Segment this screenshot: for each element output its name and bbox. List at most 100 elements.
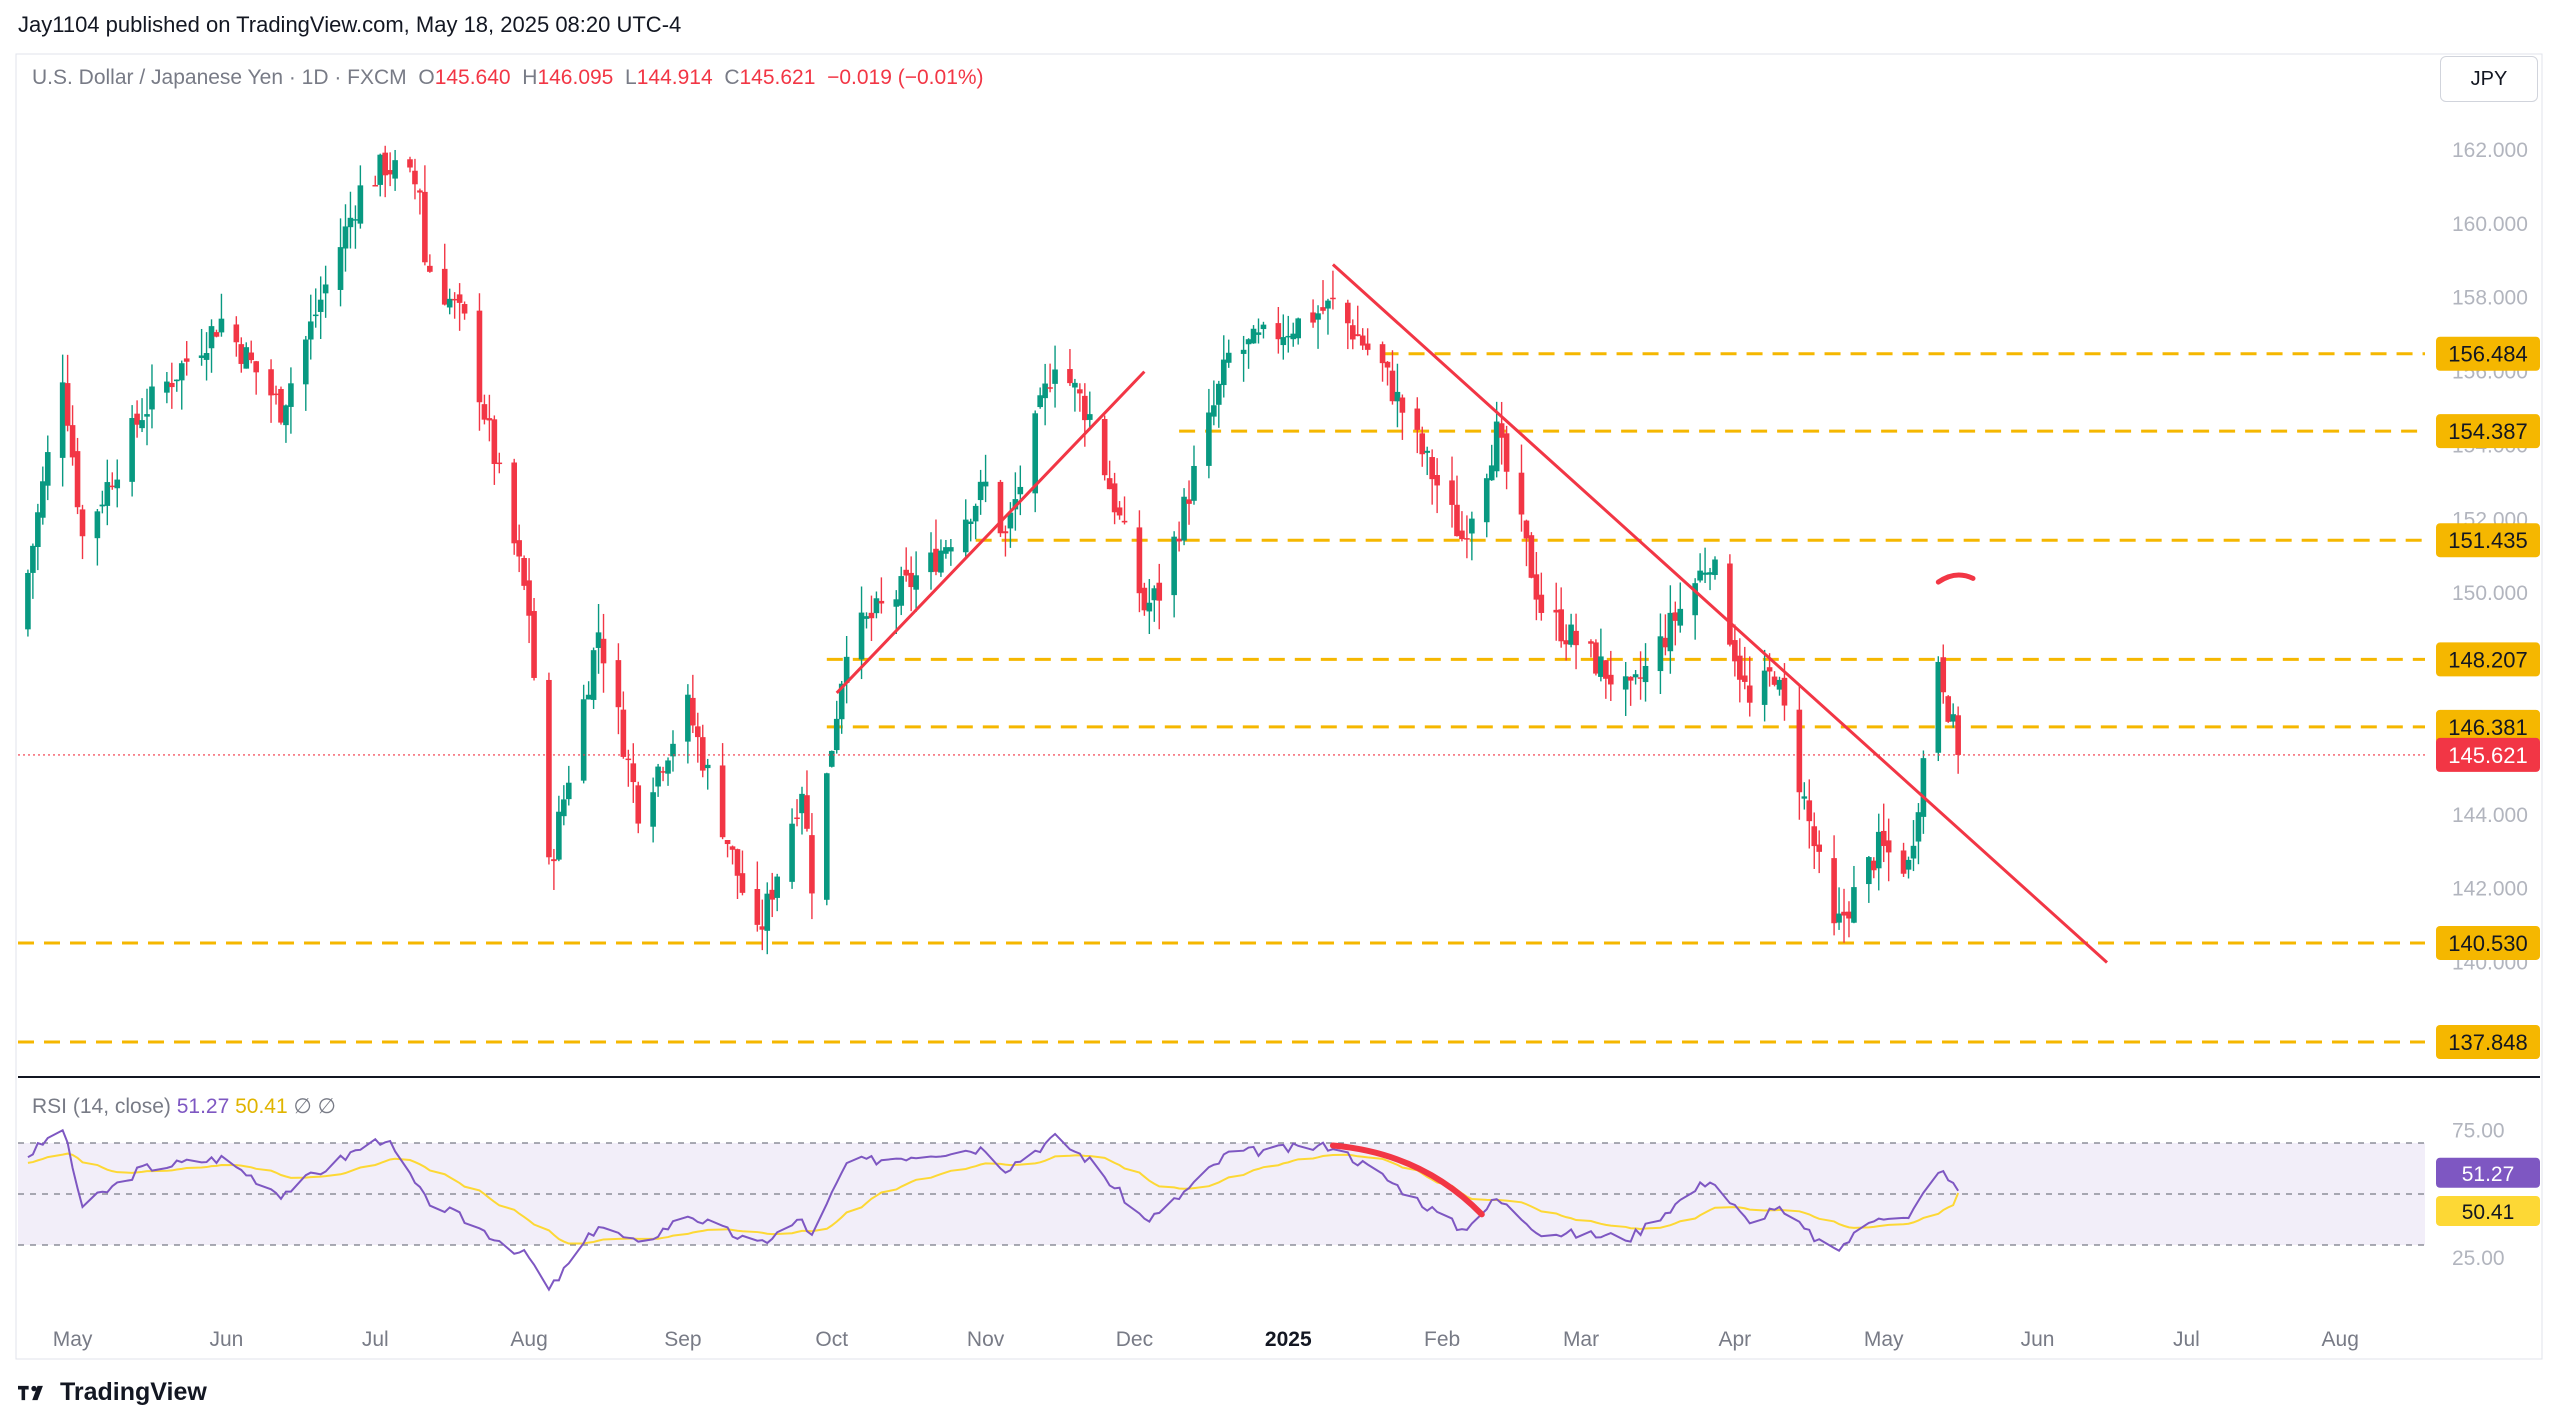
candle-body	[382, 152, 388, 176]
price-tick-label: 150.000	[2452, 582, 2528, 605]
candle-body	[600, 638, 607, 664]
candle-body	[144, 414, 150, 417]
level-price-label: 148.207	[2448, 647, 2528, 672]
candle-body	[729, 846, 736, 850]
candle-body	[1553, 609, 1560, 613]
candle-body	[670, 743, 676, 757]
candle-body	[1771, 676, 1778, 685]
candle-body	[1037, 395, 1043, 408]
currency-selector[interactable]: JPY	[2440, 56, 2538, 102]
chart-frame	[15, 53, 2543, 1360]
candle-body	[1111, 483, 1118, 513]
candle-body	[704, 764, 711, 769]
candle-body	[357, 185, 364, 224]
candle-body	[1920, 758, 1927, 817]
candle-body	[114, 479, 121, 489]
candle-body	[804, 795, 810, 829]
rsi-value-tag	[2436, 1157, 2540, 1188]
candle-body	[486, 418, 493, 421]
candle-body	[1667, 612, 1674, 652]
header-h-value: 146.095	[537, 66, 613, 89]
candle-body	[511, 462, 517, 544]
time-tick-label: Oct	[815, 1328, 848, 1351]
candle-body	[69, 425, 76, 458]
candle-body	[208, 326, 215, 349]
candle-body	[1384, 361, 1391, 368]
candle-body	[25, 572, 31, 630]
candle-body	[456, 294, 463, 303]
rsi-ma-tag	[2436, 1195, 2540, 1226]
candle-body	[873, 598, 880, 614]
candle-body	[1186, 499, 1192, 504]
candle-body	[1910, 845, 1917, 859]
candle-body	[898, 576, 905, 606]
candle-body	[1761, 670, 1768, 705]
candle-body	[1146, 602, 1153, 612]
candle-body	[1077, 389, 1083, 394]
candle-body	[1225, 352, 1232, 363]
candle-body	[417, 190, 423, 193]
tradingview-logo[interactable]: TradingView	[18, 1378, 207, 1407]
candle-body	[1364, 343, 1371, 350]
candle-body	[1280, 337, 1287, 346]
candle-body	[1538, 594, 1545, 613]
level-price-tag	[2436, 1024, 2540, 1059]
candle-body	[1250, 328, 1257, 344]
candle-body	[1156, 582, 1163, 601]
candle-body	[828, 750, 835, 767]
candle-body	[1394, 391, 1401, 402]
trend-line[interactable]	[1331, 263, 2109, 964]
candle-body	[1459, 530, 1465, 540]
candle-body	[868, 612, 875, 619]
level-price-tag	[2436, 336, 2540, 371]
candle-body	[1940, 657, 1947, 693]
candle-body	[441, 268, 448, 305]
level-price-label: 140.530	[2448, 931, 2528, 956]
level-price-label: 156.484	[2448, 342, 2528, 367]
candle-body	[1900, 850, 1907, 874]
time-tick-label: Mar	[1563, 1328, 1599, 1351]
candle-body	[1603, 660, 1609, 679]
candle-body	[1811, 826, 1818, 847]
tradingview-logo-icon	[18, 1385, 43, 1400]
time-tick-label: Aug	[2322, 1328, 2359, 1351]
candle-body	[213, 332, 220, 337]
level-price-label: 146.381	[2448, 715, 2528, 740]
candle-body	[1702, 572, 1708, 575]
candle-body	[461, 304, 468, 314]
candle-body	[1657, 636, 1664, 672]
candle-body	[1047, 387, 1053, 389]
candle-body	[253, 361, 259, 373]
candle-body	[625, 758, 632, 761]
candle-body	[1176, 538, 1182, 542]
candle-body	[685, 694, 691, 742]
candle-body	[1211, 405, 1217, 417]
candle-body	[1935, 661, 1942, 753]
candle-body	[1945, 696, 1952, 722]
candle-body	[1498, 423, 1505, 438]
candle-body	[982, 481, 989, 487]
candle-body	[1072, 382, 1078, 388]
candle-body	[392, 160, 398, 179]
time-tick-label: May	[1864, 1328, 1904, 1351]
trend-line[interactable]	[835, 370, 1146, 694]
candle-body	[1568, 624, 1574, 645]
candle-body	[1727, 563, 1733, 645]
candle-body	[104, 482, 111, 506]
candle-body	[288, 383, 294, 407]
candle-body	[719, 765, 726, 838]
candle-body	[739, 873, 746, 893]
candle-body	[1181, 496, 1187, 541]
candle-body	[1414, 408, 1421, 430]
candle-body	[1315, 313, 1321, 320]
candle-body	[1831, 858, 1837, 924]
candle-body	[1310, 312, 1316, 323]
candle-body	[858, 612, 865, 660]
candle-body	[1523, 520, 1530, 539]
candle-body	[724, 840, 731, 845]
candle-body	[774, 876, 780, 898]
candle-body	[1136, 527, 1143, 594]
candle-body	[491, 419, 498, 464]
